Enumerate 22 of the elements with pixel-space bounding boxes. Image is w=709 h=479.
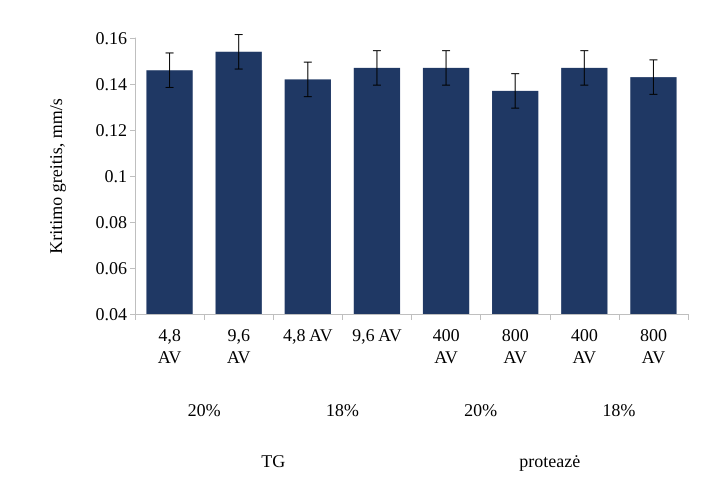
y-tick-label: 0.12 [96, 120, 127, 140]
text: 20% [188, 400, 221, 420]
y-tick-label: 0.06 [96, 258, 127, 278]
y-tick-label: 0.16 [96, 28, 127, 48]
x-tick-label: 9,6 AV [226, 325, 251, 367]
y-axis-title: Kritimo greitis, mm/s [46, 98, 66, 254]
text: 18% [602, 400, 636, 420]
x-tick-label: 4,8 AV [282, 325, 333, 345]
y-tick-label: 0.1 [104, 166, 127, 186]
x-tick-label: 400 AV [570, 325, 598, 367]
x-tick-label: 800 AV [640, 325, 667, 367]
y-tick-label: 0.04 [96, 304, 127, 324]
x-tick-label: 400 AV [432, 325, 460, 367]
y-tick-label: 0.08 [96, 212, 127, 232]
x-tick-label: 4,8 AV [158, 325, 182, 367]
y-tick-label: 0.14 [96, 74, 127, 94]
x-tick-label: 800 AV [502, 325, 529, 367]
text: TG [261, 451, 286, 471]
text: 18% [326, 400, 359, 420]
text: proteazė [519, 451, 580, 471]
x-tick-label: 9,6 AV [352, 325, 402, 345]
text: 20% [464, 400, 498, 420]
